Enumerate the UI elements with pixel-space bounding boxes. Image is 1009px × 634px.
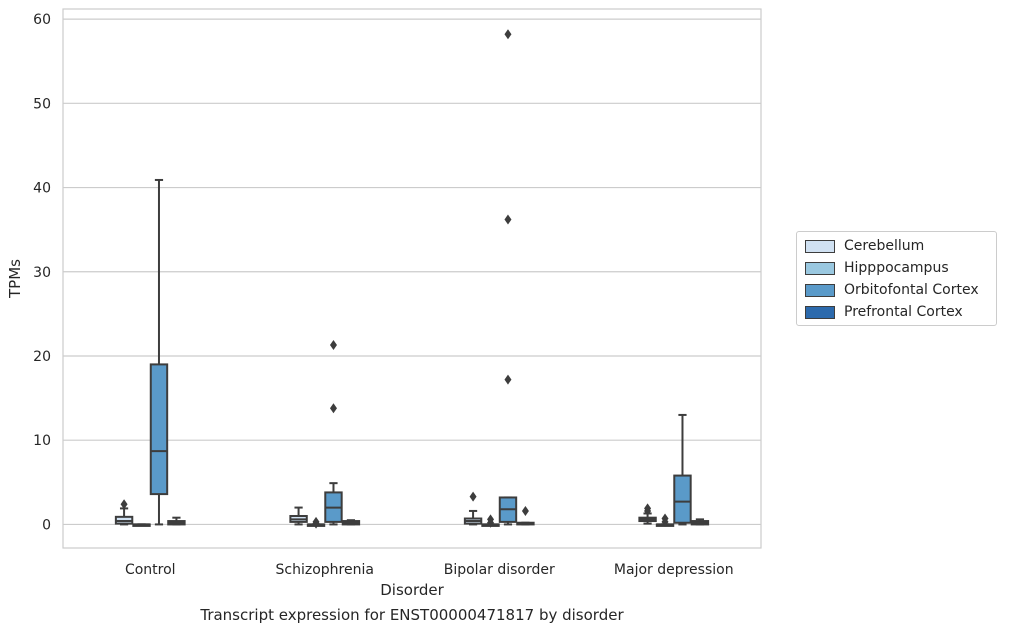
box-1-3 — [655, 513, 675, 527]
outlier-point — [644, 503, 652, 514]
outlier-point — [504, 214, 512, 225]
outlier-point — [504, 374, 512, 385]
x-axis-label: Disorder — [380, 581, 444, 599]
legend-label: Orbitofontal Cortex — [844, 282, 979, 298]
y-tick-labels: 0 10 20 30 40 50 60 — [33, 12, 51, 533]
legend-item-orbitofrontal: Orbitofontal Cortex — [805, 281, 979, 299]
x-tick-label: Control — [125, 562, 176, 578]
box-3-3 — [690, 518, 710, 526]
box-0-2 — [463, 491, 483, 526]
legend-label: Prefrontal Cortex — [844, 304, 963, 320]
y-tick-label: 10 — [33, 433, 51, 449]
legend-item-cerebellum: Cerebellum — [805, 237, 924, 255]
outlier-point — [329, 403, 337, 414]
box-1-1 — [306, 516, 326, 529]
chart-caption: Transcript expression for ENST0000047181… — [200, 606, 624, 624]
x-tick-label: Bipolar disorder — [444, 562, 555, 578]
box-iqr — [149, 363, 169, 496]
outlier-point — [487, 514, 495, 525]
box-iqr — [673, 474, 692, 524]
box-1-2 — [481, 514, 500, 528]
y-tick-label: 40 — [33, 181, 51, 197]
y-tick-label: 50 — [33, 96, 51, 112]
box-2-1 — [324, 340, 343, 526]
x-tick-label: Schizophrenia — [276, 562, 374, 578]
legend-swatch — [805, 239, 835, 253]
outlier-point — [661, 513, 669, 524]
box-0-1 — [289, 506, 308, 526]
box-3-2 — [516, 505, 535, 526]
legend-label: Hipppocampus — [844, 260, 949, 276]
outlier-point — [120, 499, 128, 510]
box-0-0 — [114, 499, 134, 526]
box-3-1 — [341, 519, 361, 526]
box-2-2 — [498, 29, 518, 526]
box-3-0 — [167, 516, 186, 526]
plot-frame — [62, 8, 762, 549]
legend-swatch — [805, 283, 835, 297]
outlier-point — [469, 491, 477, 502]
box-series — [114, 29, 710, 529]
outlier-point — [329, 340, 337, 351]
box-0-3 — [638, 503, 657, 525]
legend-swatch — [805, 305, 835, 319]
y-tick-label: 60 — [33, 12, 51, 28]
y-tick-label: 30 — [33, 265, 51, 281]
y-tick-label: 0 — [42, 517, 51, 533]
x-tick-label: Major depression — [614, 562, 734, 578]
legend-label: Cerebellum — [844, 238, 925, 254]
legend-item-hippocampus: Hipppocampus — [805, 259, 949, 277]
box-1-0 — [132, 523, 151, 527]
legend-item-prefrontal: Prefrontal Cortex — [805, 303, 963, 321]
x-tick-labels: Control Schizophrenia Bipolar disorder Majo… — [125, 562, 734, 578]
outlier-point — [521, 505, 529, 516]
outlier-point — [312, 516, 320, 527]
y-axis-label: TPMs — [6, 259, 24, 299]
y-tick-label: 20 — [33, 349, 51, 365]
legend-swatch — [805, 261, 835, 275]
box-2-0 — [149, 178, 169, 526]
box-2-3 — [673, 413, 692, 526]
gridlines — [63, 18, 761, 526]
outlier-point — [504, 29, 512, 40]
legend: Cerebellum Hipppocampus Orbitofontal Cor… — [796, 231, 997, 326]
